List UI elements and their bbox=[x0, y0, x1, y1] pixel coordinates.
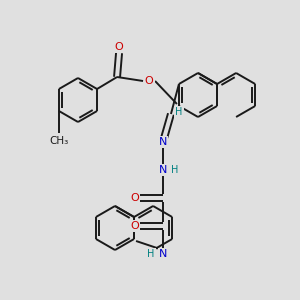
Text: N: N bbox=[159, 165, 167, 175]
Text: N: N bbox=[159, 137, 167, 147]
Text: H: H bbox=[147, 249, 155, 259]
Text: O: O bbox=[115, 42, 123, 52]
Text: N: N bbox=[159, 249, 167, 259]
Text: H: H bbox=[171, 165, 178, 175]
Text: O: O bbox=[145, 76, 153, 86]
Text: H: H bbox=[147, 249, 155, 259]
Text: N: N bbox=[159, 165, 167, 175]
Text: O: O bbox=[130, 221, 139, 231]
Text: O: O bbox=[145, 76, 153, 86]
Text: N: N bbox=[159, 249, 167, 259]
Text: H: H bbox=[171, 165, 178, 175]
Text: H: H bbox=[175, 107, 183, 117]
Text: O: O bbox=[130, 193, 139, 203]
Text: O: O bbox=[115, 42, 123, 52]
Text: H: H bbox=[175, 107, 183, 117]
Text: CH₃: CH₃ bbox=[49, 136, 69, 146]
Text: CH₃: CH₃ bbox=[49, 136, 69, 146]
Text: N: N bbox=[159, 137, 167, 147]
Text: O: O bbox=[130, 221, 139, 231]
Text: O: O bbox=[130, 193, 139, 203]
